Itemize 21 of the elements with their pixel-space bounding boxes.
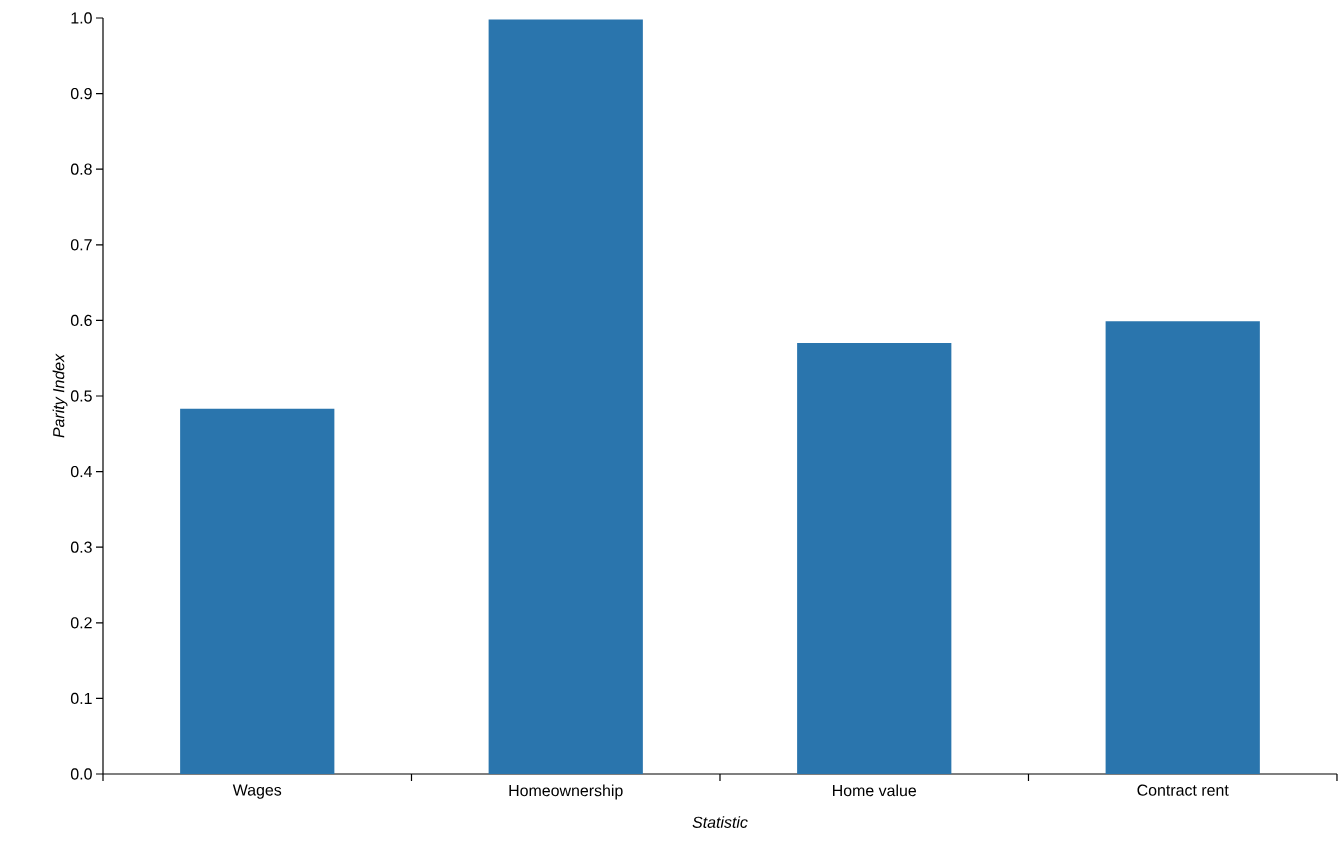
y-tick-label: 0.8 bbox=[70, 163, 92, 175]
x-tick-label: Home value bbox=[833, 784, 917, 797]
x-tick-label: Homeownership bbox=[509, 784, 623, 800]
y-tick-label: 0.3 bbox=[70, 541, 92, 553]
bar bbox=[797, 343, 952, 774]
bar bbox=[1105, 321, 1260, 774]
y-tick-label: 0.0 bbox=[70, 768, 92, 780]
y-tick-label: 0.6 bbox=[70, 314, 92, 327]
y-tick-label: 0.5 bbox=[70, 390, 92, 402]
y-tick-label: 0.2 bbox=[70, 617, 92, 629]
bar bbox=[180, 408, 335, 774]
y-tick-label: 0.7 bbox=[70, 239, 92, 251]
bar bbox=[488, 19, 643, 774]
y-tick-label: 0.1 bbox=[70, 692, 92, 705]
y-tick-label: 0.9 bbox=[70, 87, 92, 100]
y-tick-label: 0.4 bbox=[70, 465, 93, 478]
x-axis-title: Statistic bbox=[692, 816, 748, 828]
y-tick-label: 1.0 bbox=[71, 12, 92, 24]
y-axis-title: Parity Index bbox=[52, 353, 68, 438]
x-tick-label: Wages bbox=[232, 784, 282, 799]
x-tick-label: Contract rent bbox=[1137, 784, 1229, 796]
